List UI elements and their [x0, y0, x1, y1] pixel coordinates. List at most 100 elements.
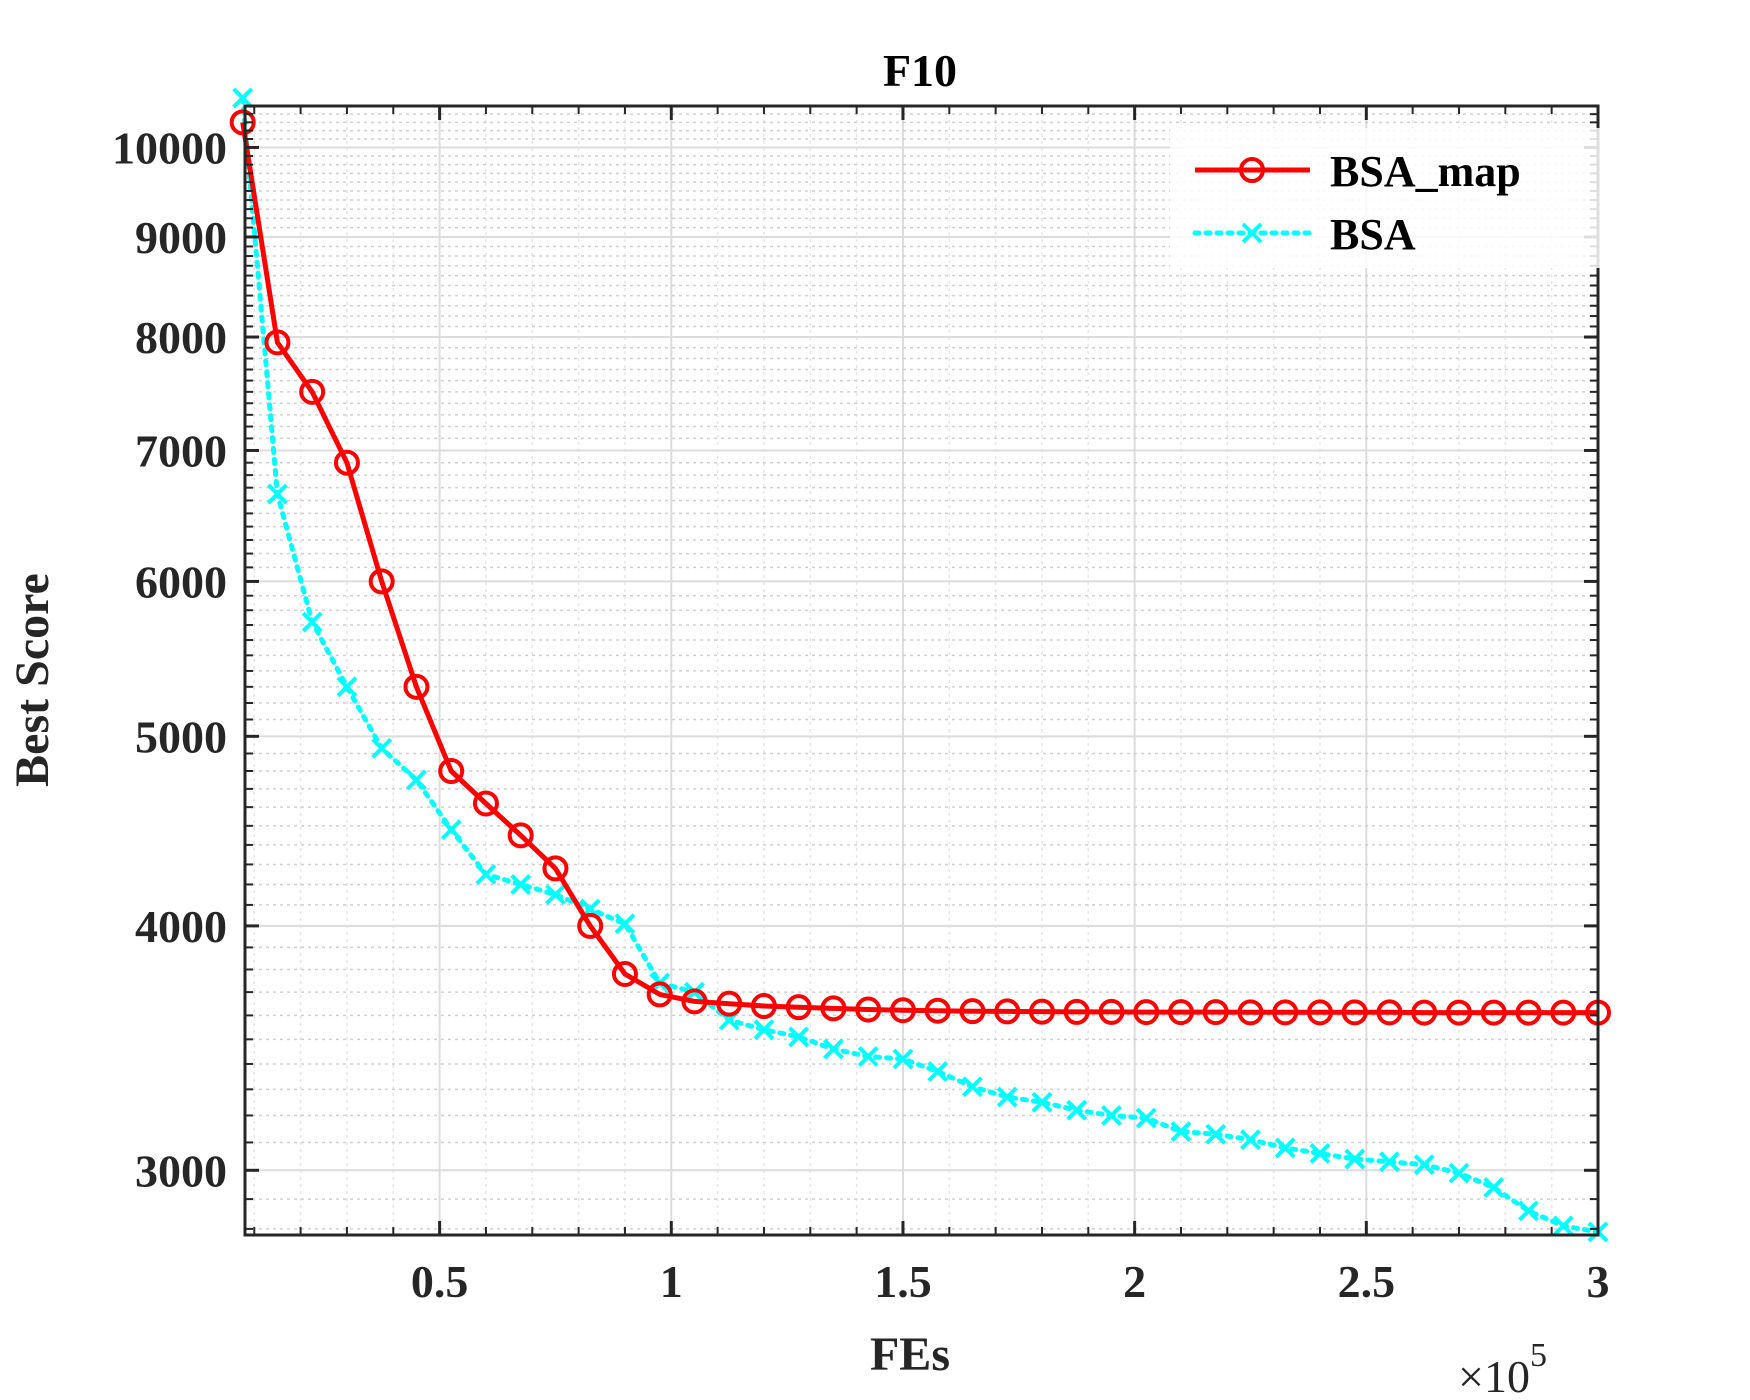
series-bsa	[232, 87, 1609, 1243]
data-point	[510, 874, 532, 895]
y-tick-label: 6000	[135, 556, 227, 607]
data-point	[1306, 999, 1333, 1026]
data-point	[336, 676, 358, 698]
data-point-stroke	[1170, 1121, 1192, 1142]
data-point	[1205, 1123, 1227, 1145]
data-point	[927, 1061, 949, 1082]
data-point-stroke	[1413, 1154, 1435, 1176]
y-tick-label: 3000	[135, 1145, 227, 1196]
x-tick-label: 3	[1587, 1256, 1610, 1307]
data-point	[507, 822, 534, 849]
y-axis-label: Best Score	[6, 573, 59, 787]
data-point	[1135, 1107, 1157, 1129]
data-point	[267, 483, 288, 505]
data-point	[1202, 999, 1229, 1026]
data-point-stroke	[823, 1038, 844, 1060]
data-point-stroke	[857, 1046, 879, 1067]
data-point-stroke	[1274, 1137, 1296, 1159]
legend-label-bsa-map: BSA_map	[1330, 147, 1521, 196]
data-point-stroke	[892, 1048, 914, 1070]
data-point	[1170, 1121, 1192, 1142]
data-point	[823, 1038, 844, 1060]
x-axis-label: FEs	[870, 1328, 950, 1381]
legend-marker-bsa-map	[1239, 157, 1265, 183]
data-point	[857, 1046, 879, 1067]
data-point	[1518, 1200, 1539, 1222]
data-point-stroke	[440, 819, 462, 841]
data-point-stroke	[475, 863, 497, 885]
data-point	[1448, 1162, 1470, 1184]
y-tick-label: 8000	[135, 312, 227, 363]
data-point	[1101, 1105, 1122, 1126]
x-exponent-base: ×10	[1458, 1351, 1530, 1400]
data-point	[750, 993, 777, 1020]
data-point-stroke	[510, 874, 532, 895]
data-point	[1098, 998, 1125, 1025]
data-point	[333, 449, 360, 476]
data-point	[301, 611, 323, 633]
data-point	[475, 863, 497, 885]
data-point-stroke	[232, 87, 254, 109]
y-tick-label: 10000	[112, 122, 227, 173]
data-point	[889, 997, 916, 1024]
data-point	[368, 568, 395, 595]
data-point	[299, 378, 326, 405]
data-point-stroke	[927, 1061, 949, 1082]
data-point	[472, 790, 499, 817]
data-point	[1272, 999, 1299, 1026]
data-point-stroke	[1379, 1151, 1400, 1173]
data-point	[1515, 999, 1542, 1026]
legend: BSA_map BSA	[1170, 128, 1610, 268]
data-point	[440, 819, 462, 841]
data-point	[1309, 1143, 1331, 1164]
x-tick-label: 1	[660, 1256, 683, 1307]
data-point	[1550, 999, 1577, 1026]
data-point	[1483, 1177, 1505, 1198]
data-point-stroke	[301, 611, 323, 633]
data-point	[577, 912, 604, 939]
series-bsa-map	[229, 109, 1611, 1026]
chart-title: F10	[883, 45, 957, 96]
data-point-stroke	[1518, 1200, 1539, 1222]
data-point	[994, 998, 1021, 1025]
data-point-stroke	[1135, 1107, 1157, 1129]
data-point-stroke	[336, 676, 358, 698]
x-tick-label: 2.5	[1338, 1256, 1396, 1307]
data-point-stroke	[1101, 1105, 1122, 1126]
x-exponent-power: 5	[1530, 1337, 1547, 1374]
data-point	[646, 981, 673, 1008]
data-point	[1133, 999, 1160, 1026]
data-point-stroke	[753, 1019, 775, 1041]
data-point	[924, 997, 951, 1024]
data-point	[1066, 1099, 1088, 1121]
y-tick-label: 4000	[135, 901, 227, 952]
data-point	[264, 329, 291, 356]
data-point-stroke	[1483, 1177, 1505, 1198]
legend-marker-bsa	[1241, 222, 1263, 244]
data-point	[1167, 999, 1194, 1026]
data-point	[1341, 999, 1368, 1026]
data-point	[959, 998, 986, 1025]
data-point-stroke	[1240, 1129, 1261, 1151]
data-point	[1552, 1215, 1574, 1237]
data-point-stroke	[996, 1086, 1018, 1108]
data-point	[614, 913, 636, 935]
data-point	[438, 758, 465, 785]
y-tick-label: 5000	[135, 711, 227, 762]
data-point-stroke	[1552, 1215, 1574, 1237]
data-point	[545, 884, 566, 906]
data-point	[406, 769, 427, 791]
series-line	[240, 95, 1601, 1235]
x-tick-labels: 0.5 1 1.5 2 2.5 3	[411, 1256, 1610, 1307]
y-tick-label: 7000	[135, 425, 227, 476]
data-point	[542, 855, 569, 882]
data-point	[1344, 1148, 1366, 1170]
data-point	[1445, 999, 1472, 1026]
data-point	[1379, 1151, 1400, 1173]
data-point	[785, 994, 812, 1021]
series-line	[240, 121, 1598, 1016]
data-point	[1063, 998, 1090, 1025]
data-point-stroke	[545, 884, 566, 906]
data-point	[716, 990, 743, 1017]
